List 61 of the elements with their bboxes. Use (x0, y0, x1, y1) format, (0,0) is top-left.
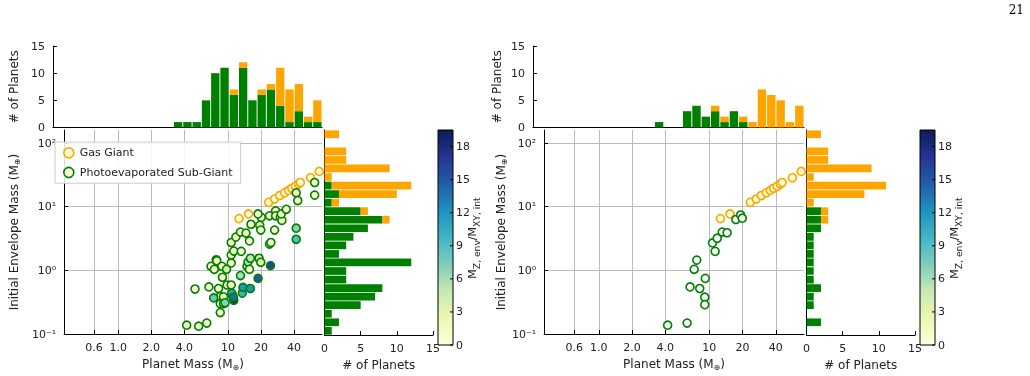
y-axis-title: # of Planets (7, 50, 21, 124)
y-axis-title: Initial Envelope Mass (M⊕) (7, 153, 22, 311)
y-tick-label: 10⁻¹ (31, 327, 57, 341)
x-tick-label: 40 (287, 341, 302, 355)
x-tick-label: 0.6 (565, 341, 584, 355)
y-tick-label: 0 (517, 121, 525, 134)
y-tick-label: 10² (37, 136, 57, 150)
y-tick-label: 10 (510, 66, 525, 80)
y-tick-label: 15 (30, 39, 45, 53)
color-bar-label: 3 (456, 305, 463, 319)
color-bar-label: 12 (938, 206, 952, 220)
legend-label: Photoevaporated Sub-Giant (79, 165, 234, 179)
x-tick-label: 0.6 (85, 341, 103, 355)
color-bar-label: 15 (456, 173, 470, 187)
y-tick-label: 5 (37, 93, 45, 107)
x-tick-label: 1.0 (109, 341, 128, 355)
text: 21 (1008, 3, 1025, 17)
x-tick-label: 10 (871, 342, 886, 356)
x-tick-label: 15 (426, 342, 440, 356)
color-bar-label: 6 (456, 272, 463, 286)
color-bar-label: 12 (456, 206, 470, 220)
y-tick-label: 15 (510, 39, 525, 53)
x-tick-label: 5 (839, 342, 847, 356)
x-tick-label: 20 (735, 341, 750, 355)
x-axis-title: Planet Mass (M⊕) (623, 357, 725, 372)
x-tick-label: 0 (321, 342, 328, 356)
y-axis-title: Initial Envelope Mass (M⊕) (494, 153, 509, 311)
color-bar-label: 3 (938, 305, 945, 319)
x-tick-label: 2.0 (142, 341, 161, 355)
y-tick-label: 10¹ (37, 200, 57, 214)
y-tick-label: 5 (517, 93, 525, 107)
color-bar-label: 18 (456, 140, 470, 154)
x-tick-label: 20 (254, 341, 269, 355)
x-tick-label: 10 (221, 341, 235, 355)
legend-label: Gas Giant (79, 146, 135, 160)
color-bar-label: 9 (938, 239, 945, 253)
x-axis-title: # of Planets (342, 358, 416, 372)
y-tick-label: 0 (37, 121, 45, 134)
y-axis-title: # of Planets (489, 50, 504, 124)
x-tick-label: 10 (702, 341, 717, 355)
x-axis-title: Planet Mass (M⊕) (142, 357, 244, 372)
x-axis-title: # of Planets (824, 358, 898, 372)
y-tick-label: 10¹ (517, 200, 537, 214)
x-tick-label: 1.0 (590, 341, 608, 355)
color-bar-label: 9 (456, 239, 463, 253)
x-tick-label: 0 (803, 342, 810, 356)
y-tick-label: 10 (30, 66, 45, 80)
y-tick-label: 10⁰ (517, 263, 537, 277)
x-tick-label: 40 (768, 341, 783, 355)
x-tick-label: 10 (389, 342, 404, 356)
color-bar-label: 18 (938, 140, 952, 154)
y-tick-label: 10⁻¹ (511, 327, 537, 341)
color-bar-label: 6 (938, 272, 945, 286)
x-tick-label: 15 (908, 342, 922, 356)
x-tick-label: 5 (357, 342, 365, 356)
y-tick-label: 10⁰ (37, 263, 57, 277)
x-tick-label: 2.0 (623, 341, 641, 355)
y-tick-label: 10² (517, 136, 537, 150)
x-tick-label: 4.0 (175, 341, 194, 355)
x-tick-label: 4.0 (656, 341, 675, 355)
color-bar-label: 15 (938, 173, 952, 187)
